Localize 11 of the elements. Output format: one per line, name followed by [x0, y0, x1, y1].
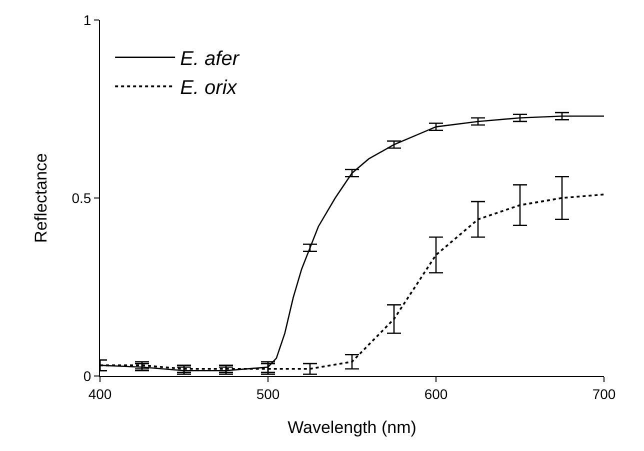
y-tick-label: 0.5	[72, 190, 92, 206]
x-tick-label: 600	[424, 386, 448, 402]
x-tick-label: 700	[592, 386, 616, 402]
y-tick-label: 1	[83, 12, 92, 28]
x-tick-label: 400	[88, 386, 112, 402]
legend-label: E. afer	[180, 48, 240, 70]
legend-label: E. orix	[180, 77, 238, 100]
y-tick-label: 0	[83, 368, 92, 384]
x-axis-title: Wavelength (nm)	[288, 418, 416, 438]
x-tick-label: 500	[256, 386, 280, 402]
y-axis-title: Reflectance	[31, 153, 50, 243]
